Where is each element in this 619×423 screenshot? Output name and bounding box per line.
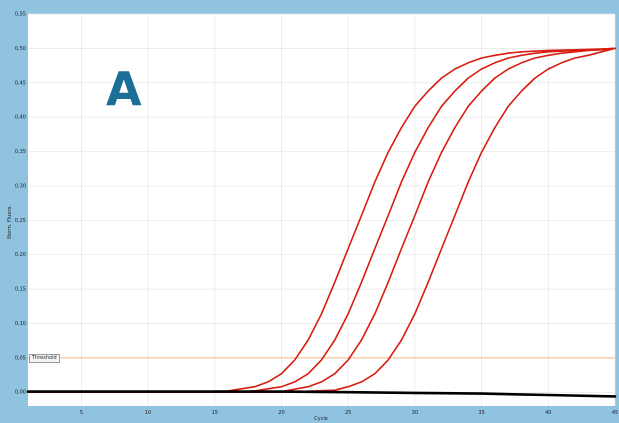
y-tick-label: 0,15 [15,287,26,293]
x-tick-label: 45 [612,410,618,416]
x-tick-label: 15 [212,410,218,416]
x-tick-label: 5 [80,410,83,416]
panel-label: A [106,62,142,116]
x-axis-ticks: 5 10 15 20 25 30 35 40 45 [80,410,618,416]
negative-control-curve [26,390,617,398]
threshold-label: Threshold [29,354,60,363]
y-tick-label: 0,10 [15,321,26,327]
y-tick-label: 0,00 [15,390,26,396]
y-tick-label: 0,45 [15,80,26,86]
y-tick-label: 0,55 [15,12,26,18]
x-tick-label: 35 [478,410,484,416]
y-tick-label: 0,20 [15,252,26,258]
y-tick-label: 0,25 [15,218,26,224]
series [26,47,617,398]
y-axis-label: Norm. Fluoro. [7,205,13,239]
x-tick-label: 10 [145,410,151,416]
y-tick-label: 0,05 [15,355,26,361]
plot-area [28,14,615,406]
y-axis-ticks: 0,00 0,05 0,10 0,15 0,20 0,25 0,30 0,35 0,40 0,45… [15,12,26,396]
y-tick-label: 0,30 [15,183,26,189]
x-tick-label: 25 [345,410,351,416]
x-tick-label: 40 [545,410,551,416]
y-tick-label: 0,40 [15,115,26,121]
y-tick-label: 0,35 [15,149,26,155]
x-axis-label: Cycle [314,416,328,422]
amplification-curve [27,47,616,394]
x-tick-label: 20 [278,410,284,416]
grid [28,13,616,406]
y-tick-label: 0,50 [15,46,26,52]
x-tick-label: 30 [412,410,418,416]
